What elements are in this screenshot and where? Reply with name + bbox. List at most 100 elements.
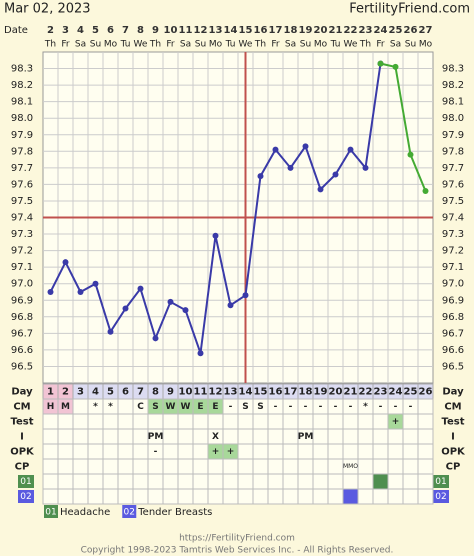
obs-cell	[102, 458, 119, 475]
date-number: 21	[329, 25, 343, 36]
symptom-cell	[372, 473, 389, 490]
temperature-point	[362, 164, 369, 171]
obs-cell	[42, 458, 59, 475]
symptom-cell	[357, 488, 374, 505]
y-tick-label-right: 98.0	[442, 113, 464, 124]
cycle-day: 6	[122, 387, 129, 398]
row-label-right: I	[451, 432, 455, 443]
temperature-point	[422, 188, 429, 195]
cycle-day: 5	[107, 387, 114, 398]
obs-cell	[87, 458, 104, 475]
symptom-cell	[327, 488, 344, 505]
temperature-point	[407, 151, 414, 158]
row-label-right: OPK	[441, 447, 466, 458]
date-number: 12	[194, 25, 208, 36]
symptom-cell	[42, 488, 59, 505]
symptom-code-box	[433, 475, 449, 488]
obs-cell	[162, 443, 179, 460]
y-tick-label: 98.1	[11, 97, 33, 108]
temperature-point	[287, 164, 294, 171]
obs-cell	[417, 398, 434, 415]
obs-cell	[357, 413, 374, 430]
obs-text: H	[47, 402, 55, 412]
obs-cell	[147, 458, 164, 475]
obs-cell	[327, 458, 344, 475]
obs-cell	[72, 413, 89, 430]
obs-cell	[192, 413, 209, 430]
obs-cell	[327, 413, 344, 430]
obs-cell	[192, 443, 209, 460]
weekday: Th	[254, 40, 266, 50]
date-number: 24	[374, 25, 388, 36]
obs-cell	[387, 443, 404, 460]
weekday: We	[239, 40, 253, 50]
y-tick-label-right: 97.0	[442, 279, 464, 290]
date-number: 4	[77, 25, 84, 36]
obs-cell	[237, 458, 254, 475]
obs-cell	[207, 413, 224, 430]
obs-cell	[417, 413, 434, 430]
symptom-cell	[117, 473, 134, 490]
y-tick-label-right: 97.7	[442, 163, 464, 174]
symptom-cell	[72, 488, 89, 505]
obs-cell	[72, 398, 89, 415]
cycle-day: 8	[152, 387, 159, 398]
obs-cell	[237, 443, 254, 460]
obs-cell	[282, 458, 299, 475]
cycle-day: 15	[254, 387, 268, 398]
y-tick-label-right: 98.2	[442, 80, 464, 91]
obs-text: S	[257, 402, 263, 412]
symptom-cell	[207, 473, 224, 490]
obs-cell	[162, 458, 179, 475]
weekday: Mo	[314, 40, 328, 50]
obs-cell	[117, 398, 134, 415]
temperature-point	[242, 292, 249, 299]
symptom-code-box	[18, 475, 34, 488]
obs-cell	[132, 428, 149, 445]
date-number: 16	[254, 25, 268, 36]
cycle-day: 20	[329, 387, 343, 398]
obs-text: -	[319, 402, 323, 412]
obs-cell	[372, 458, 389, 475]
row-label: Day	[11, 387, 33, 398]
weekday: Su	[300, 40, 311, 50]
symptom-cell	[267, 488, 284, 505]
row-label: OPK	[10, 447, 35, 458]
cycle-day: 19	[314, 387, 328, 398]
date-number: 17	[269, 25, 283, 36]
row-label-right: Test	[441, 417, 464, 428]
temperature-point	[152, 335, 159, 342]
weekday: Fr	[376, 40, 385, 50]
obs-text: S	[242, 402, 248, 412]
obs-cell	[72, 443, 89, 460]
temperature-point	[257, 173, 264, 180]
y-tick-label: 97.8	[11, 146, 33, 157]
cycle-day: 21	[344, 387, 358, 398]
cycle-day: 4	[92, 387, 99, 398]
obs-cell	[117, 458, 134, 475]
weekday: Th	[149, 40, 161, 50]
cycle-day: 10	[179, 387, 193, 398]
weekday: We	[134, 40, 148, 50]
symptom-cell	[417, 488, 434, 505]
symptom-cell	[222, 473, 239, 490]
obs-text: W	[166, 402, 176, 412]
symptom-cell	[342, 473, 359, 490]
obs-cell	[387, 428, 404, 445]
obs-text: -	[154, 447, 158, 457]
obs-cell	[42, 443, 59, 460]
symptom-cell	[132, 473, 149, 490]
obs-cell	[357, 443, 374, 460]
obs-cell	[372, 428, 389, 445]
obs-cell	[402, 428, 419, 445]
chart-date: Mar 02, 2023	[4, 2, 91, 17]
obs-cell	[297, 458, 314, 475]
obs-cell	[192, 458, 209, 475]
date-number: 13	[209, 25, 223, 36]
y-tick-label: 97.3	[11, 229, 33, 240]
obs-cell	[222, 458, 239, 475]
obs-cell	[267, 443, 284, 460]
obs-cell	[297, 443, 314, 460]
symptom-cell	[267, 473, 284, 490]
